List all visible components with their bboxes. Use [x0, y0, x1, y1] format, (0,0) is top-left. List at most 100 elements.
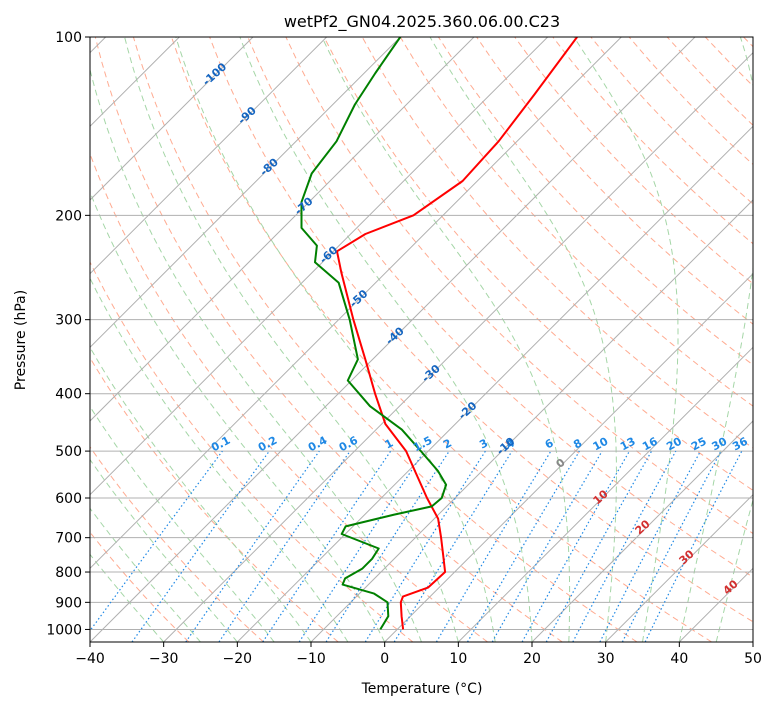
- y-tick-label: 100: [55, 30, 82, 46]
- mixing-ratio-line: [644, 450, 743, 642]
- mixing-ratio-line: [599, 450, 702, 642]
- isotherm-line: [531, 420, 753, 642]
- mixing-ratio-label: 25: [689, 435, 709, 454]
- isotherm-label: -90: [235, 104, 259, 127]
- isotherm-label: -60: [317, 243, 341, 266]
- isotherm-line: [236, 125, 753, 642]
- moist-adiabat-line: [429, 37, 617, 642]
- mixing-ratio-label: 30: [710, 435, 730, 454]
- moist-adiabat-line: [573, 37, 679, 642]
- moist-adiabat-line: [90, 346, 312, 642]
- mixing-ratio-label: 10: [591, 435, 611, 454]
- mixing-ratio-line: [218, 450, 351, 642]
- isotherm-line: [752, 641, 753, 642]
- isotherm-label: -80: [257, 155, 281, 178]
- dry-adiabat-line: [514, 37, 753, 285]
- moist-adiabat-line: [90, 405, 275, 642]
- mixing-ratio-label: 36: [730, 435, 750, 454]
- mixing-ratio-line: [298, 450, 425, 642]
- isotherm-label: -70: [292, 194, 316, 217]
- plot-frame: [89, 36, 754, 643]
- moist-adiabat-line: [90, 458, 238, 642]
- moist-adiabat-line: [90, 67, 422, 642]
- axes: −40 −30 −20 −10 0 10 20 30 40 5010009008007006005…: [46, 30, 762, 667]
- mixing-ratio-line: [393, 450, 513, 642]
- y-tick-label: 600: [55, 491, 82, 507]
- isotherm-label-lower: 10: [591, 487, 611, 507]
- dry-adiabat-line: [209, 37, 753, 623]
- mixing-ratio-line: [185, 450, 320, 642]
- isotherm-line: [310, 199, 753, 642]
- isotherm-line: [457, 346, 753, 642]
- moist-adiabat-line: [90, 190, 386, 642]
- dry-adiabat-line: [323, 37, 753, 491]
- dry-adiabat-line: [437, 37, 753, 366]
- dry-adiabat-line: [94, 37, 563, 642]
- mixing-ratio-line: [466, 450, 580, 642]
- dewpoint-profile-line: [300, 37, 448, 630]
- mixing-ratio-line: [325, 450, 450, 642]
- y-tick-label: 400: [55, 387, 82, 403]
- isotherm-line: [90, 37, 475, 422]
- dry-adiabat-line: [743, 37, 753, 48]
- x-tick-label: −30: [149, 651, 179, 667]
- isotherm-label: -10: [494, 435, 518, 458]
- x-tick-label: −40: [75, 651, 105, 667]
- x-tick-label: 50: [744, 651, 762, 667]
- moist-adiabat-line: [715, 498, 753, 642]
- moist-adiabat-line: [90, 553, 165, 642]
- isotherm-line: [678, 567, 753, 642]
- mixing-ratio-label: 16: [640, 435, 660, 454]
- isotherm-label-lower: 40: [721, 577, 741, 597]
- y-tick-label: 1000: [46, 622, 82, 638]
- mixing-ratio-line: [90, 450, 223, 632]
- chart-title: wetPf2_GN04.2025.360.06.00.C23: [284, 12, 560, 32]
- mixing-ratio-line: [545, 450, 653, 642]
- y-tick-label: 200: [55, 208, 82, 224]
- x-tick-label: −20: [223, 651, 253, 667]
- y-tick-label: 300: [55, 313, 82, 329]
- profile-lines: [300, 37, 578, 630]
- isotherm-label: -20: [456, 399, 480, 422]
- isotherm-line: [90, 37, 401, 349]
- moist-adiabat-line: [175, 37, 496, 642]
- in-plot-labels: 0.1 0.2 0.4 0.6 1 1.5 2 3 4 6 8 10 13 16 20 25 30 36-100-…: [200, 60, 750, 597]
- dry-adiabat-line: [285, 37, 753, 535]
- mixing-ratio-line: [262, 450, 392, 642]
- isotherm-label-lower: 30: [677, 547, 697, 567]
- background-lines: [90, 37, 753, 642]
- moist-adiabat-line: [678, 37, 753, 642]
- isotherm-line: [90, 37, 622, 570]
- dry-adiabat-line: [171, 37, 712, 642]
- mixing-ratio-line: [435, 450, 552, 642]
- dry-adiabat-line: [132, 37, 638, 642]
- mixing-ratio-line: [572, 450, 677, 642]
- y-tick-label: 800: [55, 565, 82, 581]
- dry-adiabat-line: [552, 37, 753, 245]
- x-tick-label: 10: [449, 651, 467, 667]
- mixing-ratio-line: [131, 450, 270, 642]
- dry-adiabat-line: [247, 37, 753, 578]
- isotherm-line: [90, 37, 254, 201]
- x-tick-label: 20: [523, 651, 541, 667]
- isotherm-line: [605, 493, 753, 642]
- mixing-ratio-line: [364, 450, 486, 642]
- moist-adiabat-line: [321, 37, 571, 642]
- isotherm-line: [90, 37, 328, 275]
- mixing-ratio-label: 2: [441, 436, 454, 451]
- moist-adiabat-line: [124, 37, 459, 642]
- isotherm-label: -40: [383, 324, 407, 347]
- mixing-ratio-line: [521, 450, 631, 642]
- y-tick-label: 500: [55, 444, 82, 460]
- isotherm-line: [384, 272, 753, 642]
- x-tick-label: 40: [670, 651, 688, 667]
- x-tick-label: 30: [597, 651, 615, 667]
- x-axis-title: Temperature (°C): [361, 681, 483, 697]
- y-tick-label: 900: [55, 595, 82, 611]
- mixing-ratio-lines: [90, 450, 743, 642]
- isotherm-label-lower: 0: [553, 456, 568, 471]
- dry-adiabat-line: [90, 260, 414, 642]
- moist-adiabat-line: [90, 507, 201, 642]
- dry-adiabat-line: [90, 152, 488, 642]
